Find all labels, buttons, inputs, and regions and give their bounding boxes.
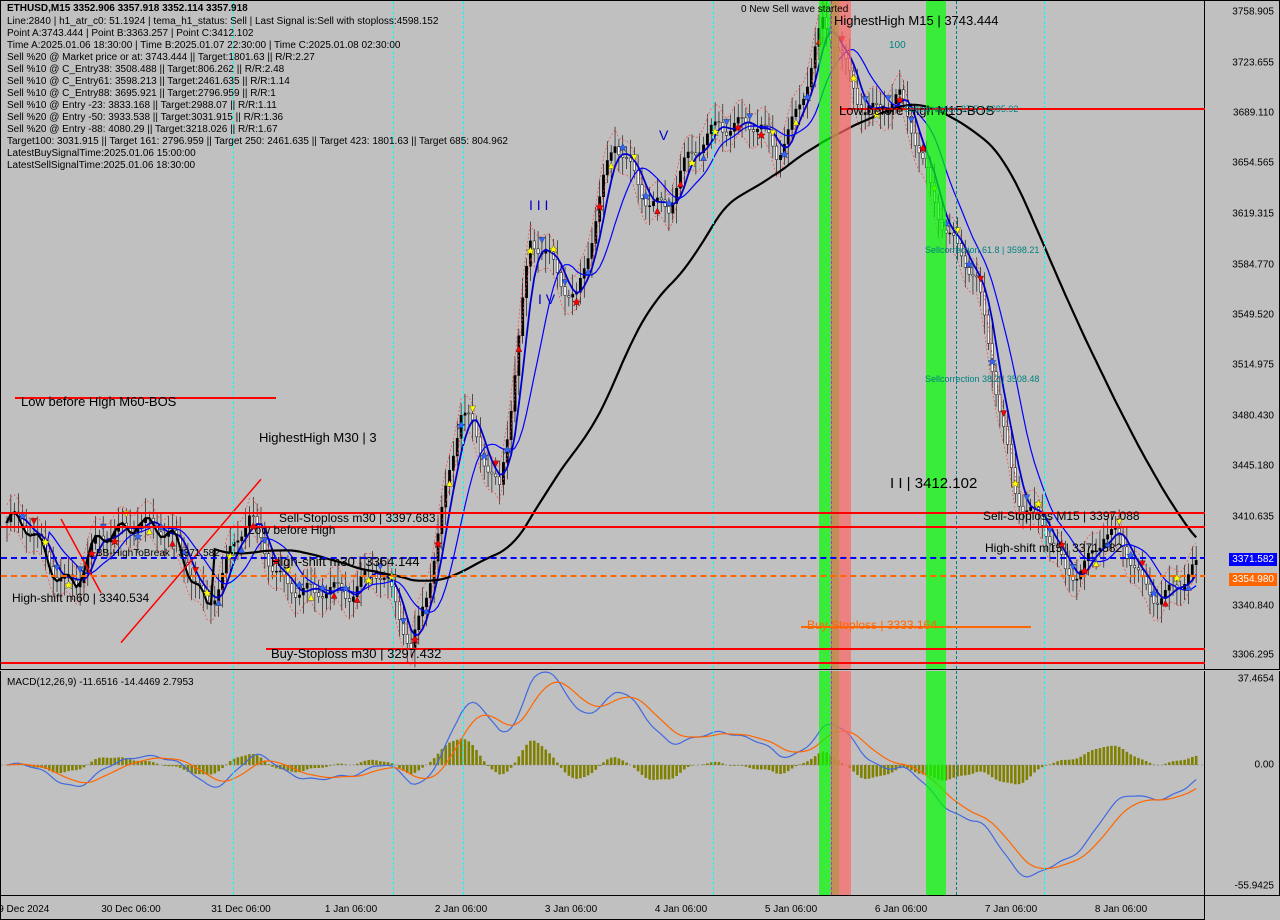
time-axis: 29 Dec 2024 30 Dec 06:00 31 Dec 06:00 1 Jan… — [0, 896, 1205, 920]
chart-annotation: High-shift m15 | 3371.582 — [985, 541, 1122, 555]
time-axis-tick: 7 Jan 06:00 — [985, 904, 1037, 915]
info-line: LatestSellSignalTime:2025.01.06 18:30:00 — [7, 160, 195, 172]
price-axis-tick: 3758.905 — [1232, 7, 1274, 18]
chart-annotation: I V — [538, 291, 555, 307]
time-axis-tick: 4 Jan 06:00 — [655, 904, 707, 915]
zone-marker — [926, 671, 946, 895]
chart-annotation: Sell-Stoploss M15 | 3397.088 — [983, 509, 1140, 523]
macd-axis-tick: -55.9425 — [1235, 881, 1274, 892]
price-axis-tick: 3410.635 — [1232, 512, 1274, 523]
vertical-line — [463, 1, 464, 669]
chart-annotation: Buy Stoploss | 3333.164 — [807, 618, 937, 632]
chart-annotation: Sellcorrection 61.8 | 3598.21 — [925, 245, 1039, 255]
info-line: LatestBuySignalTime:2025.01.06 15:00:00 — [7, 148, 196, 160]
price-axis-tick: 3723.655 — [1232, 58, 1274, 69]
chart-annotation: 0 New Sell wave started — [741, 4, 848, 15]
chart-annotation: Sellcorrection 38.2 | 3508.48 — [925, 374, 1039, 384]
time-axis-tick: 30 Dec 06:00 — [101, 904, 161, 915]
info-line: Sell %20 @ Entry -88: 4080.29 || Target:… — [7, 124, 278, 136]
time-axis-tick: 6 Jan 06:00 — [875, 904, 927, 915]
main-price-chart[interactable]: ETHUSD,M15 3352.906 3357.918 3352.114 33… — [0, 0, 1205, 670]
chart-annotation: V — [659, 127, 668, 143]
macd-indicator-chart[interactable]: MACD(12,26,9) -11.6516 -14.4469 2.7953 — [0, 671, 1205, 896]
vertical-line — [956, 671, 957, 895]
vertical-line — [1044, 1, 1045, 669]
macd-header-label: MACD(12,26,9) -11.6516 -14.4469 2.7953 — [7, 677, 194, 689]
price-axis-tick: 3654.565 — [1232, 158, 1274, 169]
price-axis-tick: 3306.295 — [1232, 650, 1274, 661]
vertical-line — [831, 671, 832, 895]
info-line: Sell %20 @ Market price or at: 3743.444 … — [7, 52, 315, 64]
price-axis-tick: 3514.975 — [1232, 360, 1274, 371]
zone-marker — [831, 1, 851, 669]
horizontal-line — [1, 575, 1206, 577]
price-axis-tick: 3549.520 — [1232, 310, 1274, 321]
macd-axis-tick: 0.00 — [1255, 760, 1274, 771]
chart-annotation: High-shift m60 | 3340.534 — [12, 591, 149, 605]
price-axis-tick: 3445.180 — [1232, 461, 1274, 472]
price-axis-tick: 3480.430 — [1232, 411, 1274, 422]
vertical-line — [233, 671, 234, 895]
macd-axis-tick: 37.4654 — [1238, 674, 1274, 685]
chart-annotation: BB-HighToBreak | 3371.582 — [96, 548, 220, 559]
macd-axis: 37.4654 0.00 -55.9425 — [1205, 671, 1280, 896]
chart-annotation: I I I — [529, 197, 548, 213]
chart-annotation: HighestHigh M30 | 3 — [259, 430, 377, 445]
horizontal-line — [1, 662, 1206, 664]
chart-annotation: Low before High — [248, 523, 335, 537]
vertical-line — [831, 1, 832, 669]
vertical-line — [713, 671, 714, 895]
zone-marker — [831, 671, 851, 895]
info-line: Target100: 3031.915 || Target 161: 2796.… — [7, 136, 508, 148]
vertical-line — [956, 1, 957, 669]
vertical-line — [463, 671, 464, 895]
chart-annotation: 100 — [889, 40, 906, 51]
info-line: Point A:3743.444 | Point B:3363.257 | Po… — [7, 28, 254, 40]
price-axis-tick: 3340.840 — [1232, 601, 1274, 612]
time-axis-tick: 5 Jan 06:00 — [765, 904, 817, 915]
chart-annotation: Sellcorrection 87.5 | 3695.92 — [904, 104, 1018, 114]
time-axis-tick: 1 Jan 06:00 — [325, 904, 377, 915]
chart-annotation: I I | 3412.102 — [890, 475, 977, 492]
time-axis-tick: 3 Jan 06:00 — [545, 904, 597, 915]
price-current-box: 3354.980 — [1229, 573, 1277, 586]
zone-marker — [926, 1, 946, 669]
horizontal-line — [1, 526, 1206, 528]
price-axis-tick: 3584.770 — [1232, 260, 1274, 271]
info-line: Sell %20 @ Entry -50: 3933.538 || Target… — [7, 112, 283, 124]
price-axis-tick: 3689.110 — [1233, 108, 1274, 119]
symbol-header: ETHUSD,M15 3352.906 3357.918 3352.114 33… — [7, 3, 248, 15]
vertical-line — [393, 671, 394, 895]
info-line: Time A:2025.01.06 18:30:00 | Time B:2025… — [7, 40, 400, 52]
info-line: Line:2840 | h1_atr_c0: 51.1924 | tema_h1… — [7, 16, 438, 28]
price-axis-tick: 3619.315 — [1232, 209, 1274, 220]
price-current-box: 3371.582 — [1229, 553, 1277, 566]
info-line: Sell %10 @ C_Entry88: 3695.921 || Target… — [7, 88, 276, 100]
chart-annotation: HighestHigh M15 | 3743.444 — [834, 13, 999, 28]
info-line: Sell %10 @ Entry -23: 3833.168 || Target… — [7, 100, 277, 112]
vertical-line — [1044, 671, 1045, 895]
info-line: Sell %10 @ C_Entry38: 3508.488 || Target… — [7, 64, 284, 76]
chart-annotation: High-shift m30 | 3364.144 — [271, 554, 420, 569]
time-axis-tick: 8 Jan 06:00 — [1095, 904, 1147, 915]
info-line: Sell %10 @ C_Entry61: 3598.213 || Target… — [7, 76, 290, 88]
price-axis: 3758.905 3723.655 3689.110 3654.565 3619.315… — [1205, 0, 1280, 670]
vertical-line — [713, 1, 714, 669]
time-axis-tick: 31 Dec 06:00 — [211, 904, 271, 915]
time-axis-tick: 2 Jan 06:00 — [435, 904, 487, 915]
chart-annotation: Buy-Stoploss m30 | 3297.432 — [271, 646, 441, 661]
chart-annotation: Low before High M60-BOS — [21, 394, 176, 409]
time-axis-tick: 29 Dec 2024 — [0, 904, 49, 915]
